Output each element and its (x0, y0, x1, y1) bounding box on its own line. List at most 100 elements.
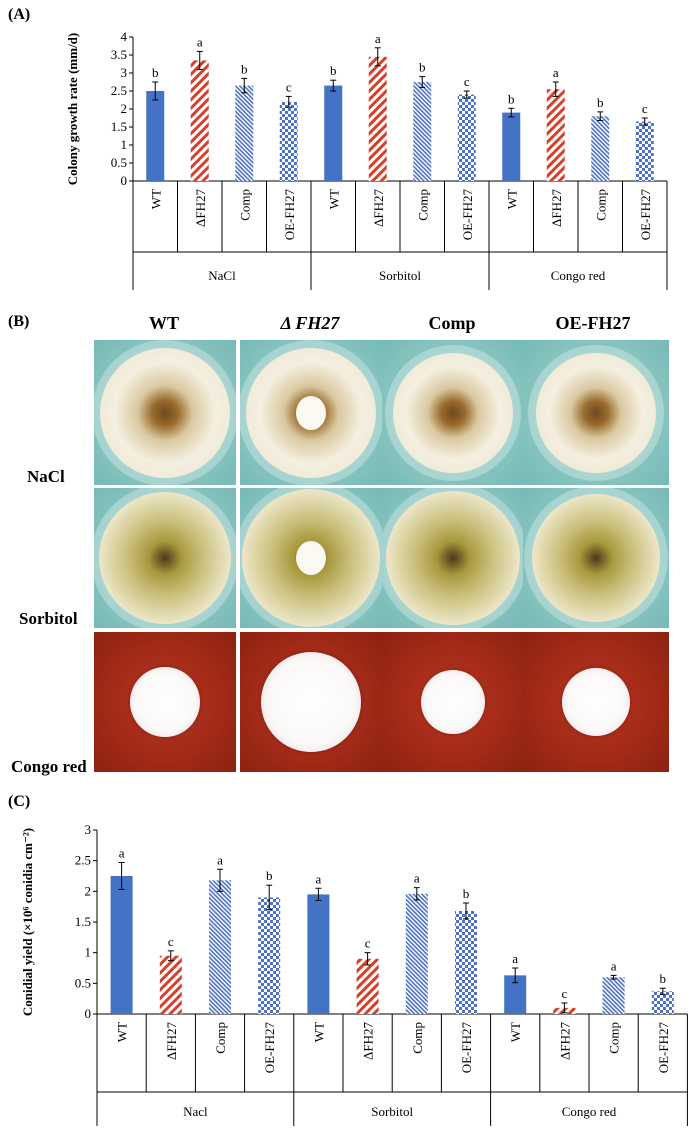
y-tick-label: 1 (85, 945, 92, 960)
y-tick-label: 0 (121, 173, 128, 188)
plate-congo-wt (94, 632, 236, 772)
plate-nacl-dfh27 (240, 340, 382, 485)
fungal-colony (99, 492, 231, 624)
bar-fh27 (368, 56, 387, 181)
chart-c: 0 0.5 1 1.5 2 2.5 3 Conidial yield (×10⁶ conidi… (20, 822, 688, 1126)
significance-letter: a (512, 951, 518, 966)
plate-congo-comp (382, 632, 523, 772)
colony-center (296, 541, 326, 575)
significance-letter: a (553, 65, 559, 80)
fungal-colony (420, 670, 485, 734)
y-tick-label: 3 (85, 822, 92, 837)
y-tick-label: 2 (85, 883, 92, 898)
significance-letter: b (508, 91, 515, 106)
x-tick-label: OE-FH27 (638, 189, 653, 241)
significance-letter: a (197, 34, 203, 49)
significance-letter: c (286, 79, 292, 94)
significance-letter: a (119, 846, 125, 861)
x-tick-label: OE-FH27 (282, 189, 297, 241)
plate-sorbitol-wt (94, 488, 236, 628)
row-label-sorbitol: Sorbitol (19, 609, 78, 628)
bar-oefh27 (279, 101, 298, 181)
x-tick-label: ΔFH27 (557, 1022, 572, 1060)
significance-letter: b (330, 63, 337, 78)
x-tick-label: OE-FH27 (656, 1022, 671, 1074)
significance-letter: a (316, 871, 322, 886)
bar-wt (324, 85, 343, 181)
significance-letter: b (419, 60, 426, 75)
x-tick-label: ΔFH27 (193, 189, 208, 227)
plate-sorbitol-oe (523, 488, 669, 628)
significance-letter: b (266, 868, 273, 883)
significance-letter: c (365, 936, 371, 951)
y-tick-label: 1.5 (75, 914, 91, 929)
bar-oefh27 (258, 897, 281, 1014)
y-tick-label: 2.5 (111, 83, 127, 98)
bar-wt (146, 91, 165, 181)
x-tick-label: ΔFH27 (164, 1022, 179, 1060)
plate-sorbitol-comp (382, 488, 523, 628)
bar-wt (502, 112, 521, 181)
significance-letter: a (414, 871, 420, 886)
x-tick-label: WT (148, 189, 163, 209)
bar-comp (405, 893, 428, 1014)
col-header-oe: OE-FH27 (555, 313, 631, 333)
bar-comp (209, 880, 231, 1014)
y-tick-label: 3.5 (111, 47, 127, 62)
plate-nacl-oe (523, 340, 669, 485)
significance-letter: c (168, 934, 174, 949)
group-label: Nacl (183, 1104, 208, 1119)
x-tick-label: Comp (415, 189, 430, 221)
panel-a-label: (A) (8, 6, 31, 23)
bar-fh27 (190, 60, 209, 181)
y-tick-label: 2 (121, 101, 128, 116)
significance-letter: a (217, 852, 223, 867)
x-tick-label: ΔFH27 (361, 1022, 376, 1060)
x-tick-label: Comp (410, 1022, 425, 1054)
x-tick-label: WT (508, 1022, 523, 1042)
y-tick-label: 0.5 (111, 155, 127, 170)
fungal-colony (385, 491, 520, 625)
significance-letter: a (375, 31, 381, 46)
group-label: Congo red (551, 268, 606, 283)
col-header-wt: WT (148, 313, 179, 333)
col-header-dfh27: Δ FH27 (280, 313, 340, 333)
fungal-colony (532, 494, 660, 622)
bar-wt (307, 894, 330, 1014)
y-axis-label: Colony growth rate (mm/d) (65, 33, 80, 186)
bar-fh27 (159, 955, 182, 1014)
x-tick-label: OE-FH27 (262, 1022, 277, 1074)
plate-congo-dfh27 (240, 632, 382, 772)
x-tick-label: WT (504, 189, 519, 209)
row-label-congo: Congo red (11, 757, 87, 776)
bar-wt (504, 975, 527, 1014)
colony-center (296, 395, 326, 430)
y-tick-label: 3 (121, 65, 128, 80)
significance-letter: c (562, 986, 568, 1001)
row-label-nacl: NaCl (27, 467, 65, 486)
significance-letter: c (642, 101, 648, 116)
bar-comp (602, 977, 625, 1014)
x-tick-label: WT (311, 1022, 326, 1042)
fungal-colony (392, 352, 513, 473)
y-tick-label: 1 (121, 137, 128, 152)
y-tick-label: 0.5 (75, 975, 91, 990)
fungal-colony (536, 352, 656, 473)
fungal-colony (100, 347, 230, 478)
bar-oefh27 (635, 121, 654, 181)
plate-nacl-wt (94, 340, 236, 485)
chart-a: 0 0.5 1 1.5 2 2.5 3 3.5 4 Colony growth rate (mm/… (65, 29, 668, 290)
x-tick-label: WT (326, 189, 341, 209)
fungal-colony (261, 652, 361, 752)
y-tick-label: 1.5 (111, 119, 127, 134)
bar-comp (413, 82, 432, 181)
plate-congo-oe (523, 632, 669, 772)
bar-oefh27 (455, 910, 477, 1014)
significance-letter: b (463, 886, 470, 901)
col-header-comp: Comp (428, 313, 476, 333)
bar-fh27 (356, 958, 379, 1014)
bar-oefh27 (651, 991, 674, 1014)
bar-comp (235, 85, 254, 181)
panel-c-label: (C) (8, 793, 31, 810)
plate-nacl-comp (382, 340, 523, 485)
